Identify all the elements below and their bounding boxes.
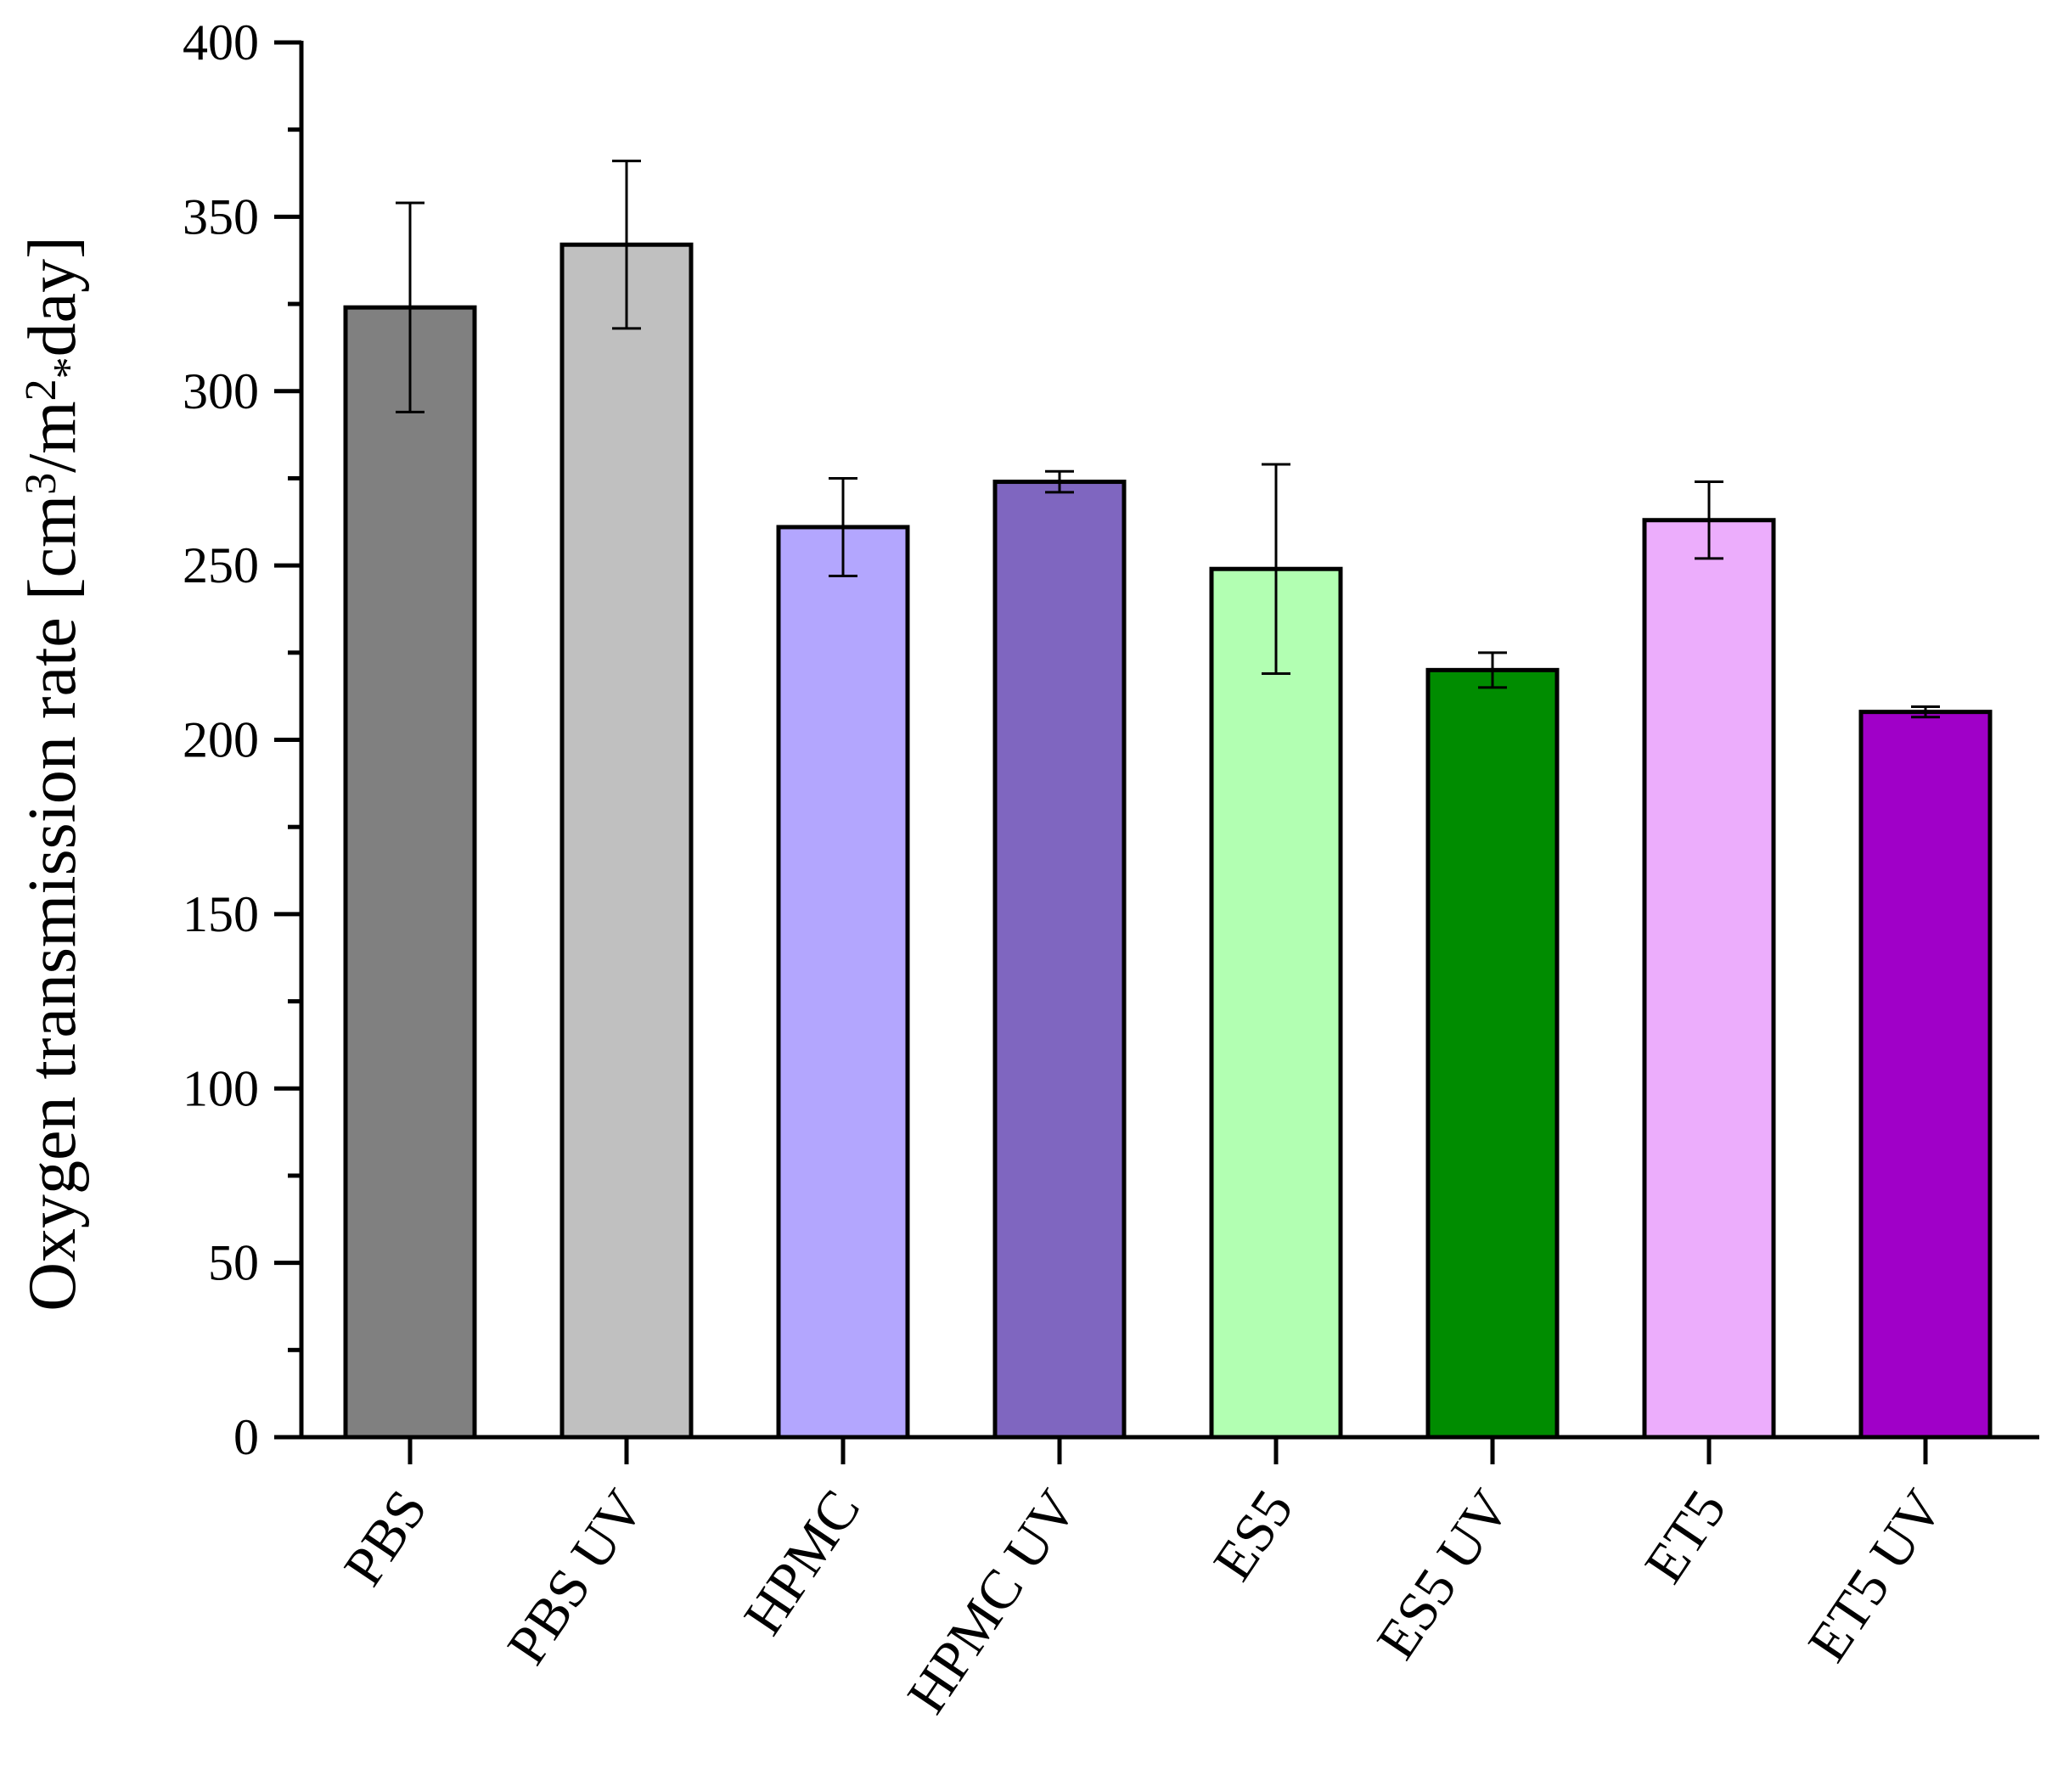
- bar: [1642, 518, 1776, 1440]
- y-tick-label: 50: [208, 1235, 259, 1291]
- y-tick-label: 250: [183, 537, 259, 593]
- bar: [343, 305, 477, 1440]
- x-tick-label: ET5 UV: [1796, 1480, 1955, 1673]
- plot-area: 0 50 100 150 200 250 300 350 400 PBS PBS UV HPMC HPM…: [183, 14, 2039, 1724]
- bar: [992, 480, 1127, 1440]
- x-tick-label: PBS UV: [496, 1480, 656, 1676]
- y-tick-label: 350: [183, 188, 259, 244]
- x-tick-label: ES5 UV: [1365, 1480, 1522, 1671]
- y-tick-label: 300: [183, 363, 259, 419]
- bar: [1425, 667, 1560, 1440]
- bar: [1209, 566, 1343, 1440]
- x-tick-label: PBS: [332, 1480, 439, 1597]
- y-axis-title: Oxygen transmission rate [cm3/m2*day]: [15, 236, 93, 1312]
- bar: [776, 525, 910, 1440]
- y-axis-label: Oxygen transmission rate [cm3/m2*day]: [15, 236, 93, 1312]
- y-tick-label: 150: [183, 886, 259, 942]
- y-tick-label: 100: [183, 1060, 259, 1116]
- x-tick-label: ET5: [1633, 1480, 1738, 1594]
- y-tick-label: 400: [183, 14, 259, 70]
- x-tick-label: ES5: [1201, 1480, 1305, 1592]
- y-tick-label: 0: [233, 1409, 259, 1465]
- bar: [559, 242, 694, 1440]
- bar: [1858, 710, 1993, 1440]
- y-tick-label: 200: [183, 712, 259, 768]
- x-tick-label: HPMC: [732, 1480, 872, 1646]
- x-tick-label: HPMC UV: [896, 1480, 1089, 1725]
